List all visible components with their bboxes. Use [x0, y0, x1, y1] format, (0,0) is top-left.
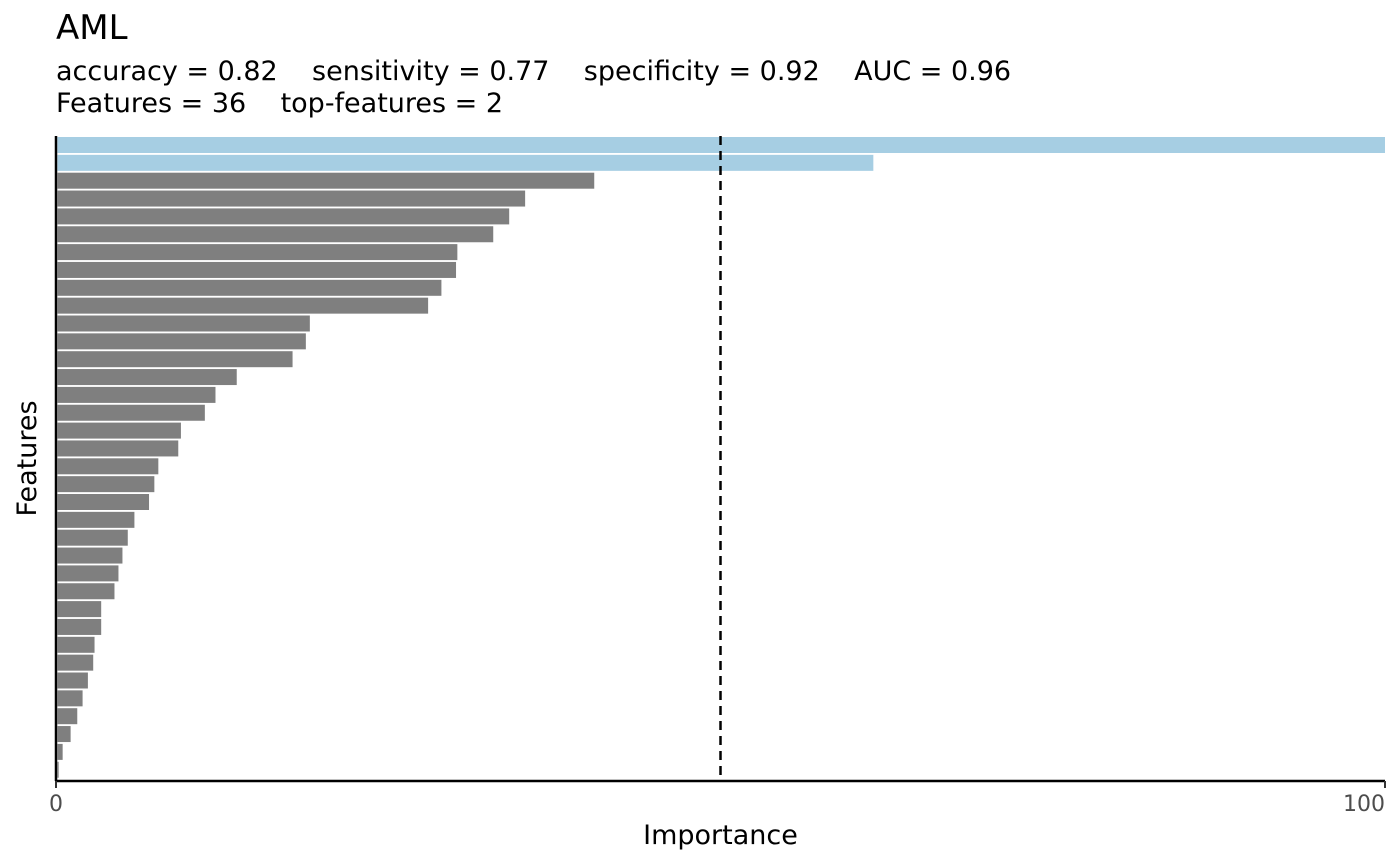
- feature-bar: [57, 440, 179, 457]
- feature-bar: [57, 583, 115, 600]
- feature-bar: [57, 404, 205, 421]
- feature-bar: [57, 476, 155, 493]
- feature-bar: [57, 208, 510, 225]
- feature-bar: [57, 761, 59, 778]
- feature-bar: [57, 386, 216, 403]
- feature-bar: [57, 565, 119, 582]
- chart-subtitle-features: Features = 36 top-features = 2: [56, 88, 504, 119]
- feature-bar: [57, 726, 71, 743]
- x-ticks-group: 0 100: [49, 781, 1386, 817]
- feature-bar: [57, 190, 526, 207]
- feature-bar: [57, 690, 83, 707]
- feature-bar: [57, 547, 123, 564]
- x-tick-label: 100: [1343, 792, 1385, 817]
- feature-bar: [57, 494, 150, 510]
- feature-bar: [57, 636, 95, 653]
- x-tick-label: 0: [49, 792, 63, 817]
- feature-bar: [57, 369, 237, 386]
- feature-bar: [57, 422, 181, 439]
- feature-bar: [57, 261, 457, 278]
- feature-bar: [57, 511, 135, 528]
- x-axis-label: Importance: [643, 820, 798, 851]
- feature-bar: [57, 351, 293, 368]
- feature-bar: [57, 654, 94, 671]
- feature-bar: [57, 154, 874, 171]
- feature-bar: [57, 226, 494, 243]
- feature-bar: [57, 618, 102, 635]
- feature-bar: [57, 315, 310, 332]
- feature-bar: [57, 672, 88, 689]
- feature-bar: [57, 333, 306, 350]
- y-axis-label: Features: [12, 400, 43, 516]
- feature-bar: [57, 529, 128, 546]
- feature-bar: [57, 708, 78, 725]
- feature-bar: [57, 601, 102, 618]
- feature-bar: [57, 743, 63, 760]
- chart-subtitle-metrics: accuracy = 0.82 sensitivity = 0.77 speci…: [56, 56, 1012, 87]
- feature-bar: [57, 458, 159, 475]
- feature-bar: [57, 172, 595, 189]
- chart-title: AML: [56, 8, 128, 48]
- feature-bar: [57, 244, 458, 261]
- feature-bar: [57, 297, 429, 314]
- feature-bar: [57, 279, 442, 296]
